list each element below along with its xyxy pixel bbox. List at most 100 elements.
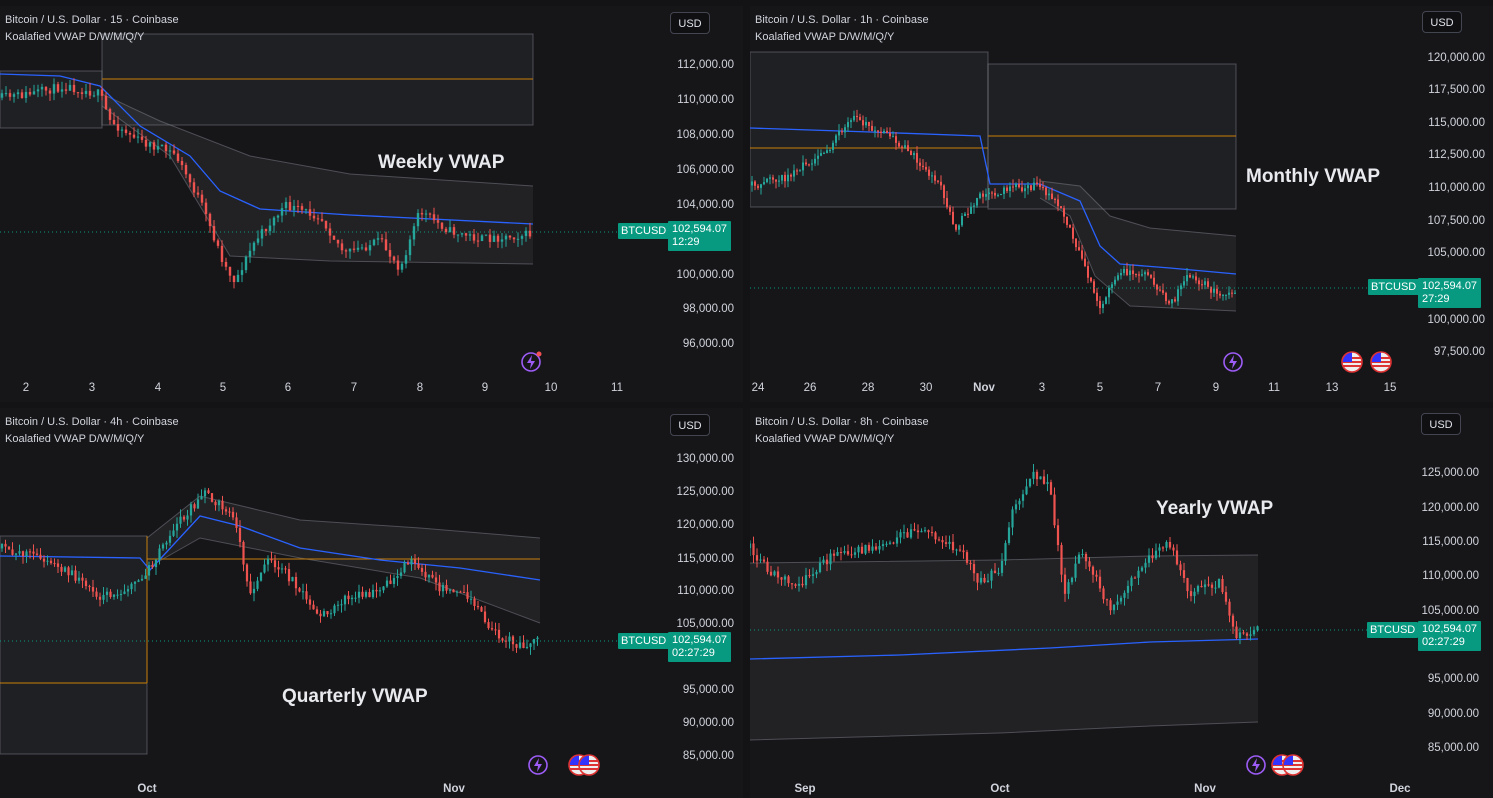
candle-body [784, 174, 786, 182]
candle-body [343, 595, 347, 605]
chart-pane-8h[interactable]: Bitcoin / U.S. Dollar · 8h · Coinbase Ko… [750, 408, 1493, 798]
us-flag-icon[interactable] [1370, 351, 1392, 373]
candle-body [797, 583, 801, 586]
y-tick: 85,000.00 [1427, 742, 1479, 754]
candle-body [799, 170, 801, 172]
candle-body [814, 158, 816, 164]
lightning-icon[interactable] [527, 754, 549, 776]
candle-body [973, 205, 975, 207]
candle-body [862, 120, 864, 126]
indicator-legend[interactable]: Koalafied VWAP D/W/M/Q/Y [755, 31, 895, 43]
candle-body [168, 535, 172, 543]
candle-body [829, 149, 831, 151]
candle-body [964, 213, 966, 216]
price-plot[interactable] [0, 408, 743, 798]
candle-body [1175, 550, 1179, 565]
candle-body [440, 222, 444, 229]
y-tick: 97,500.00 [1433, 346, 1485, 358]
candle-body [217, 500, 221, 506]
candle-body [184, 165, 188, 175]
currency-button[interactable]: USD [670, 414, 710, 436]
currency-button[interactable]: USD [670, 12, 710, 34]
candle-body [504, 235, 508, 240]
candle-body [1049, 482, 1053, 495]
candle-body [424, 213, 428, 215]
candle-body [235, 517, 238, 528]
candle-body [189, 504, 193, 516]
candle-body [899, 532, 902, 538]
candle-body [860, 546, 864, 554]
us-flag-icon[interactable] [1282, 754, 1304, 776]
price-plot[interactable] [750, 6, 1493, 402]
candle-body [1147, 272, 1149, 275]
candle-body [1234, 292, 1236, 294]
prior-quarter-band [0, 535, 148, 755]
candle-body [158, 548, 161, 560]
candle-body [1000, 193, 1002, 196]
candle-body [1088, 561, 1091, 567]
chart-pane-15m[interactable]: Bitcoin / U.S. Dollar · 15 · Coinbase Ko… [0, 6, 743, 402]
candle-body [192, 182, 196, 193]
last-price: 102,594.07 [672, 634, 728, 646]
candle-body [207, 490, 210, 494]
candle-body [216, 240, 220, 246]
chart-pane-4h[interactable]: Bitcoin / U.S. Dollar · 4h · Coinbase Ko… [0, 408, 743, 798]
candle-body [284, 568, 287, 570]
candle-body [1144, 562, 1147, 568]
x-tick: 4 [154, 382, 162, 394]
candle-body [70, 570, 74, 576]
candle-body [976, 197, 978, 206]
candle-body [292, 205, 296, 211]
candle-body [1096, 292, 1098, 301]
candle-body [750, 543, 752, 548]
indicator-legend[interactable]: Koalafied VWAP D/W/M/Q/Y [5, 433, 145, 445]
candle-body [1093, 281, 1095, 293]
price-plot[interactable] [0, 6, 743, 402]
candle-body [930, 532, 934, 534]
candle-body [1072, 227, 1074, 239]
candle-body [232, 275, 236, 283]
candle-body [913, 153, 915, 156]
currency-button[interactable]: USD [1421, 413, 1461, 435]
candle-body [1102, 303, 1104, 309]
candle-body [796, 170, 798, 172]
price-plot[interactable] [750, 408, 1493, 798]
candle-body [883, 130, 885, 134]
candle-body [400, 263, 404, 270]
candle-body [1045, 187, 1047, 196]
x-tick: Nov [1194, 783, 1216, 795]
lightning-icon[interactable] [1245, 754, 1267, 776]
candle-body [1000, 560, 1004, 573]
candle-body [340, 604, 343, 606]
candle-body [140, 578, 144, 581]
candle-body [1033, 182, 1035, 191]
candle-body [144, 139, 148, 147]
candle-body [77, 577, 81, 581]
currency-button[interactable]: USD [1422, 11, 1462, 33]
candle-body [410, 559, 413, 565]
y-tick: 117,500.00 [1428, 84, 1485, 96]
candle-body [904, 145, 906, 148]
candle-body [1130, 577, 1133, 586]
candle-body [1225, 294, 1227, 296]
us-flag-icon[interactable] [1341, 351, 1363, 373]
indicator-legend[interactable]: Koalafied VWAP D/W/M/Q/Y [5, 31, 145, 43]
candle-body [244, 256, 248, 271]
candle-body [448, 589, 452, 591]
candle-body [1095, 574, 1098, 577]
candle-body [1231, 615, 1235, 627]
candle-body [1123, 268, 1125, 273]
lightning-icon[interactable] [520, 351, 542, 373]
candle-body [520, 236, 524, 239]
candle-body [801, 583, 804, 586]
candle-body [160, 144, 164, 147]
chart-pane-1h[interactable]: Bitcoin / U.S. Dollar · 1h · Coinbase Ko… [750, 6, 1493, 402]
candle-body [1087, 266, 1089, 278]
candle-body [333, 605, 336, 614]
candle-body [88, 90, 92, 96]
candle-body [105, 591, 109, 595]
us-flag-icon[interactable] [578, 754, 600, 776]
lightning-icon[interactable] [1222, 351, 1244, 373]
indicator-legend[interactable]: Koalafied VWAP D/W/M/Q/Y [755, 433, 895, 445]
candle-body [859, 117, 861, 121]
